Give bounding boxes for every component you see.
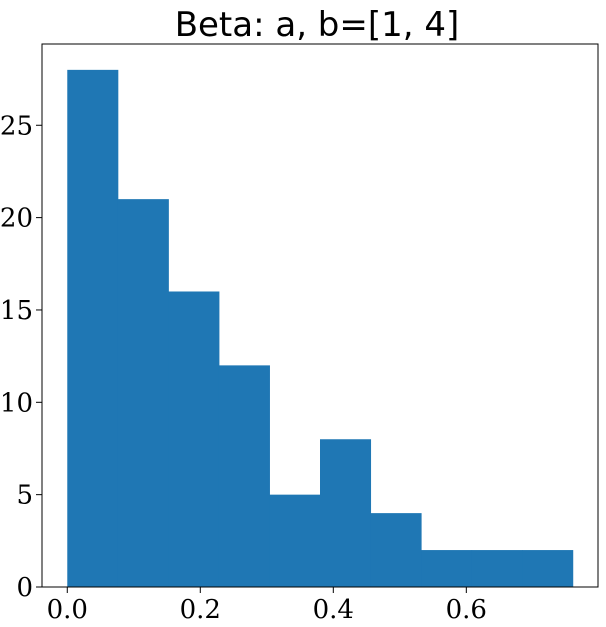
plot-frame	[41, 43, 599, 588]
chart-title: Beta: a, b=[1, 4]	[175, 5, 460, 45]
x-tick-label-3: 0.6	[446, 595, 487, 625]
histogram-bar-5	[320, 439, 372, 587]
histogram-bar-7	[421, 550, 473, 587]
y-tick-label-3: 15	[0, 296, 33, 326]
histogram-bar-2	[168, 291, 220, 587]
bars-group	[67, 69, 574, 588]
y-tick-label-1: 5	[16, 481, 33, 511]
histogram-bar-1	[117, 199, 169, 587]
y-tick-label-5: 25	[0, 111, 33, 141]
histogram-bar-8	[471, 550, 523, 587]
y-axis-ticks: 0 5 10 15 20 25	[0, 111, 42, 603]
x-axis-ticks: 0.0 0.2 0.4 0.6	[47, 587, 487, 625]
x-tick-label-2: 0.4	[313, 595, 354, 625]
histogram-bar-6	[370, 513, 422, 587]
y-tick-label-4: 20	[0, 204, 33, 234]
histogram-bar-0	[67, 69, 119, 588]
x-tick-label-0: 0.0	[47, 595, 88, 625]
histogram-bar-4	[269, 494, 321, 587]
y-tick-label-0: 0	[16, 573, 33, 603]
y-tick-label-2: 10	[0, 388, 33, 418]
histogram-bar-3	[218, 365, 270, 587]
x-tick-label-1: 0.2	[180, 595, 221, 625]
histogram-bar-9	[522, 550, 574, 587]
